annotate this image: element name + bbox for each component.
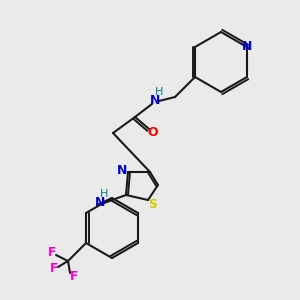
Text: N: N xyxy=(242,40,252,53)
Text: N: N xyxy=(150,94,160,107)
Text: H: H xyxy=(100,189,108,199)
Text: F: F xyxy=(50,262,58,275)
Text: F: F xyxy=(48,247,56,260)
Text: O: O xyxy=(148,127,158,140)
Text: H: H xyxy=(155,87,163,97)
Text: F: F xyxy=(70,271,78,284)
Text: N: N xyxy=(95,196,105,209)
Text: N: N xyxy=(117,164,127,176)
Text: S: S xyxy=(148,199,158,212)
